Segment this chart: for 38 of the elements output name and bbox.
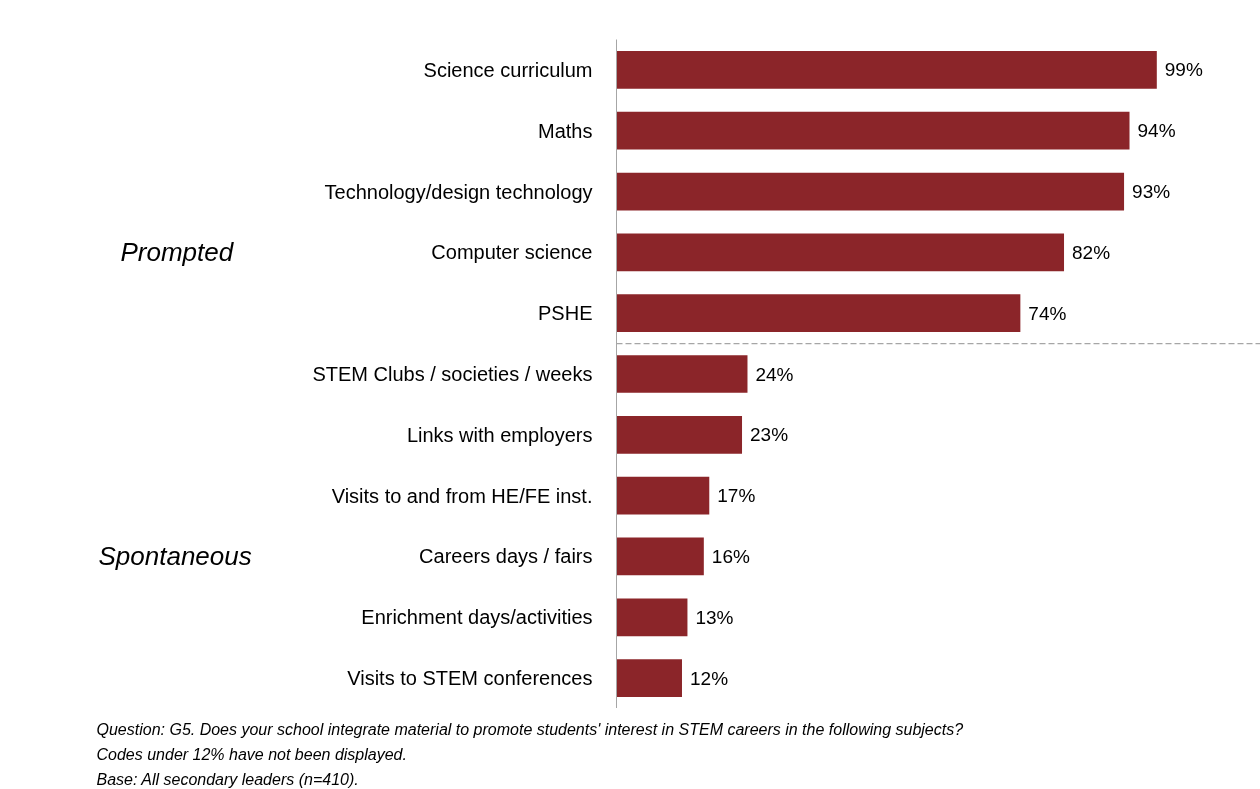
text: Question: G5. Does your school integrate material to promote students' interest in STEM careers in the following subjects? <box>96 720 964 738</box>
data-label: 94% <box>1137 120 1176 142</box>
data-label: 93% <box>1132 181 1171 203</box>
bar <box>616 111 1130 150</box>
y-tick-label: Technology/design technology <box>324 180 593 203</box>
bar <box>616 355 748 393</box>
data-label: 23% <box>750 424 789 446</box>
data-label: 12% <box>689 667 729 689</box>
y-tick-label: PSHE <box>538 302 593 325</box>
y-tick-label: Visits to STEM conferences <box>347 667 593 690</box>
y-tick-label: Computer science <box>431 241 593 264</box>
bar <box>616 659 682 697</box>
bar <box>616 598 688 637</box>
y-tick-label: Careers days / fairs <box>419 545 593 568</box>
text: Codes under 12% have not been displayed. <box>96 745 407 763</box>
y-tick-label: Enrichment days/activities <box>361 606 593 629</box>
data-label: 17% <box>717 485 756 507</box>
text: Spontaneous <box>98 541 252 572</box>
y-tick-label: Links with employers <box>406 423 593 446</box>
data-label: 24% <box>755 363 794 385</box>
text: Base: All secondary leaders (n=410). <box>96 770 359 788</box>
data-label: 99% <box>1164 59 1203 81</box>
data-label: 13% <box>695 606 734 628</box>
y-tick-label: STEM Clubs / societies / weeks <box>312 363 593 385</box>
text: Prompted <box>120 237 235 268</box>
data-label: 82% <box>1072 241 1111 263</box>
y-tick-label: Visits to and from HE/FE inst. <box>331 484 593 507</box>
data-label: 16% <box>711 545 750 567</box>
bar <box>616 415 743 454</box>
bar <box>616 51 1157 89</box>
y-tick-label: Maths <box>538 119 593 142</box>
bar <box>616 172 1125 211</box>
bar <box>616 537 704 576</box>
bar <box>616 476 710 515</box>
data-label: 74% <box>1028 302 1067 324</box>
bar <box>616 233 1065 272</box>
bar <box>616 294 1021 333</box>
y-tick-label: Science curriculum <box>423 58 593 81</box>
